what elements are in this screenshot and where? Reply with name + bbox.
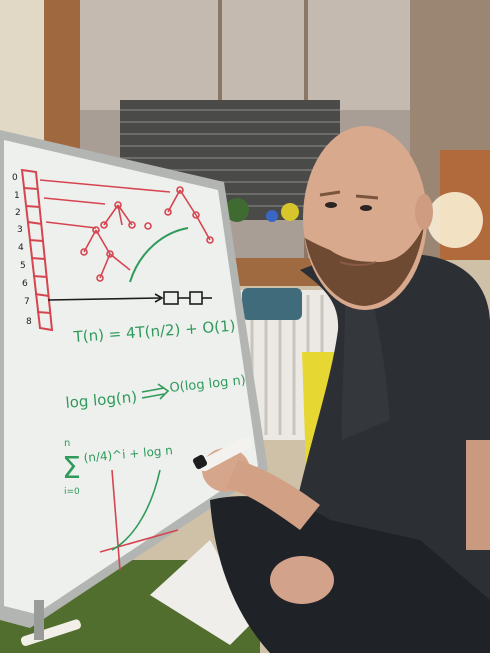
index-label: 6 <box>22 279 28 289</box>
person-arm-right <box>466 440 490 550</box>
window-blinds <box>120 100 340 220</box>
index-label: 1 <box>14 191 20 201</box>
plant <box>225 198 249 222</box>
index-label: 7 <box>24 297 30 307</box>
person-eye-right <box>360 205 372 211</box>
whiteboard-leg <box>34 600 44 640</box>
yellow-vase <box>281 203 299 221</box>
person-legs <box>210 496 490 653</box>
person-sleeve <box>341 290 390 440</box>
green-arc-arrow <box>129 227 189 283</box>
index-label: 5 <box>20 261 26 271</box>
person-mouth <box>339 261 377 266</box>
blue-vase <box>266 210 278 222</box>
index-label: 3 <box>17 225 23 235</box>
black-arrow-diagram <box>47 291 212 305</box>
person-eye-left <box>325 202 337 208</box>
index-label: 0 <box>12 173 18 183</box>
patterned-cloth <box>242 288 302 320</box>
small-graph <box>99 469 179 571</box>
lamp-glow <box>427 192 483 248</box>
wood-pillar-left <box>44 0 80 150</box>
index-label: 4 <box>18 243 24 253</box>
array-index-labels: 0 1 2 3 4 5 6 7 8 <box>12 173 32 327</box>
whiteboard-surface <box>4 140 258 614</box>
person-forearm <box>226 460 320 530</box>
sum-lower: i=0 <box>64 487 80 497</box>
sum-symbol: Σ <box>62 451 81 486</box>
person-brows <box>319 190 379 200</box>
implies-arrow <box>141 383 170 400</box>
tree-diagram <box>39 179 214 282</box>
person-ear <box>415 194 433 230</box>
marker-in-hand <box>192 436 252 472</box>
sum-upper: n <box>64 438 70 449</box>
array-column <box>20 168 54 332</box>
person-hand-knee <box>270 556 334 604</box>
paper-sheet <box>150 540 255 645</box>
index-label: 8 <box>26 317 32 327</box>
index-label: 2 <box>15 208 21 218</box>
mirror-reflection-ceiling <box>80 0 410 110</box>
person-beard <box>305 226 424 306</box>
